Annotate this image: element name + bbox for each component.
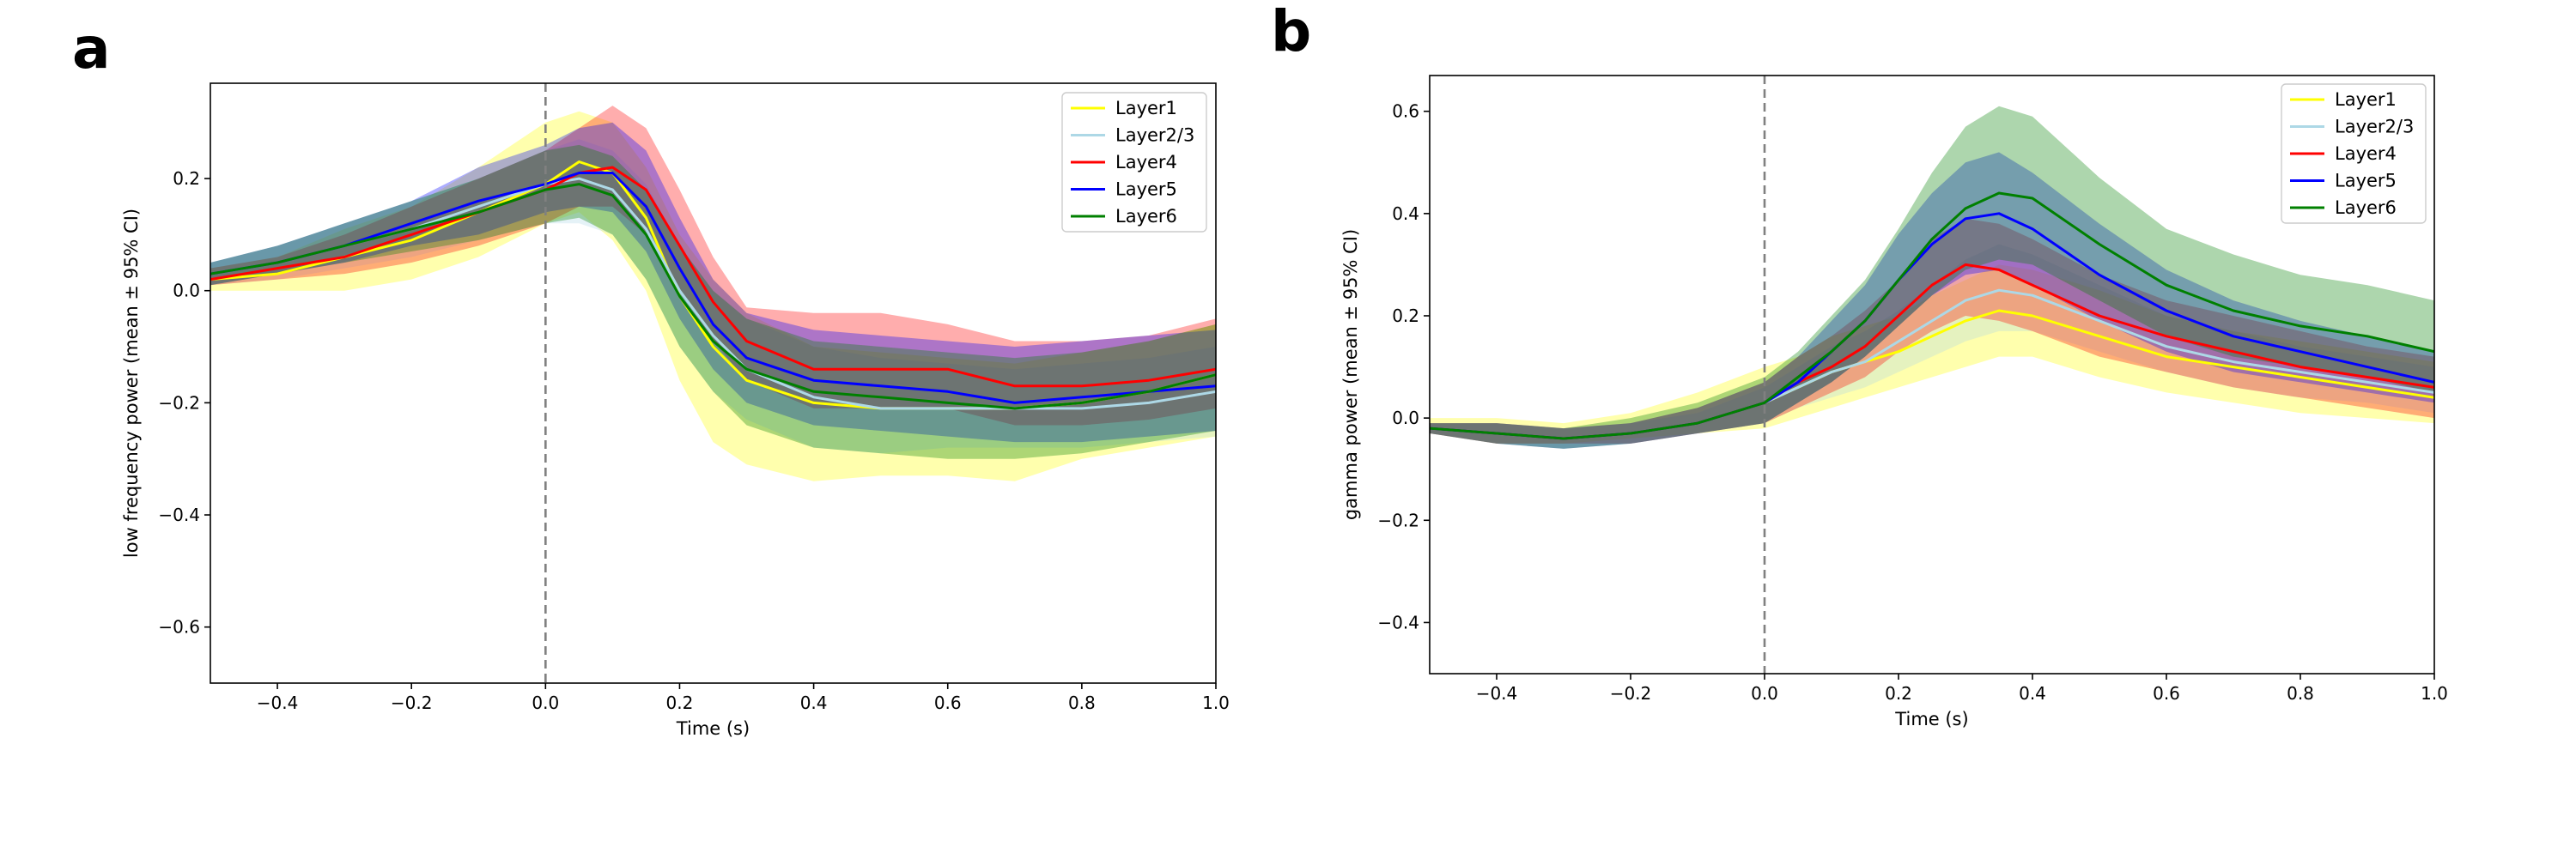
x-tick-label: −0.4 xyxy=(1476,683,1518,704)
legend-entry: Layer1 xyxy=(1115,98,1177,118)
legend-entry: Layer2/3 xyxy=(2335,117,2414,137)
ci-band-layer6 xyxy=(1430,106,2434,449)
y-tick-label: 0.2 xyxy=(173,168,200,189)
panel-letter-b: b xyxy=(1271,0,1312,64)
y-tick-label: −0.2 xyxy=(158,392,200,413)
plot-area xyxy=(210,106,1216,481)
y-tick-label: −0.6 xyxy=(158,617,200,638)
y-tick-label: 0.0 xyxy=(1392,408,1419,428)
x-tick-label: 0.6 xyxy=(2153,683,2180,704)
y-tick-label: −0.2 xyxy=(1377,510,1419,530)
x-tick-label: −0.2 xyxy=(391,693,433,713)
plot-area xyxy=(1430,106,2434,449)
series-line-layer5 xyxy=(210,172,1216,404)
series-line-layer6 xyxy=(210,183,1216,410)
axes-frame xyxy=(1429,75,2435,675)
x-tick-label: −0.2 xyxy=(1610,683,1652,704)
ci-band-layer4 xyxy=(1430,218,2434,444)
legend-entry: Layer4 xyxy=(2335,143,2397,164)
y-tick-label: 0.6 xyxy=(1392,101,1419,122)
legend: Layer1 Layer2/3 Layer4 Layer5 Layer6 xyxy=(2281,83,2427,224)
ci-band-layer4 xyxy=(210,106,1216,426)
x-tick-label: 0.8 xyxy=(1068,693,1096,713)
x-tick-label: 0.4 xyxy=(800,693,828,713)
x-tick-label: 1.0 xyxy=(1202,693,1230,713)
ci-band-layer5 xyxy=(1430,152,2434,449)
x-tick-label: −0.4 xyxy=(257,693,299,713)
x-tick-label: 0.2 xyxy=(666,693,694,713)
legend-box xyxy=(1061,92,1207,233)
y-axis-label: low frequency power (mean ± 95% CI) xyxy=(121,209,142,558)
ci-band-layer2-3 xyxy=(1430,244,2434,449)
y-tick-label: 0.2 xyxy=(1392,306,1419,326)
series-line-layer6 xyxy=(1430,191,2434,440)
y-tick-label: 0.4 xyxy=(1392,203,1419,224)
legend: Layer1 Layer2/3 Layer4 Layer5 Layer6 xyxy=(1061,92,1207,233)
x-axis-label: Time (s) xyxy=(1894,709,1968,729)
panel-letter-a: a xyxy=(72,15,111,82)
legend-entry: Layer1 xyxy=(2335,89,2397,110)
legend-entry: Layer2/3 xyxy=(1115,125,1194,146)
legend-entry: Layer4 xyxy=(1115,152,1177,172)
axes-frame xyxy=(210,82,1217,684)
y-tick-label: 0.0 xyxy=(173,281,200,301)
y-tick-label: −0.4 xyxy=(1377,612,1419,632)
x-tick-label: 1.0 xyxy=(2421,683,2448,704)
ci-band-layer1 xyxy=(210,111,1216,481)
x-tick-label: 0.2 xyxy=(1885,683,1912,704)
x-tick-label: 0.8 xyxy=(2287,683,2314,704)
ci-band-layer1 xyxy=(1430,264,2434,444)
x-tick-label: 0.6 xyxy=(934,693,962,713)
series-line-layer4 xyxy=(210,166,1216,388)
x-axis-label: Time (s) xyxy=(676,718,750,739)
ci-band-layer5 xyxy=(210,122,1216,443)
y-axis-label: gamma power (mean ± 95% CI) xyxy=(1340,229,1361,520)
legend-entry: Layer6 xyxy=(2335,197,2397,218)
x-tick-label: 0.4 xyxy=(2019,683,2046,704)
x-tick-label: 0.0 xyxy=(1751,683,1778,704)
legend-entry: Layer6 xyxy=(1115,206,1177,227)
chart-panel-a: −0.4 −0.2 0.0 0.2 0.4 0.6 0.8 1.0 0.2 0.0 −0.2 −0.4… xyxy=(121,82,1230,739)
legend-box xyxy=(2281,83,2427,224)
y-tick-label: −0.4 xyxy=(158,505,200,525)
legend-entry: Layer5 xyxy=(2335,171,2397,191)
chart-panel-b: −0.4 −0.2 0.0 0.2 0.4 0.6 0.8 1.0 0.6 0.4 0.2 0.0 −0… xyxy=(1340,75,2448,729)
legend-entry: Layer5 xyxy=(1115,179,1177,200)
x-tick-label: 0.0 xyxy=(532,693,559,713)
